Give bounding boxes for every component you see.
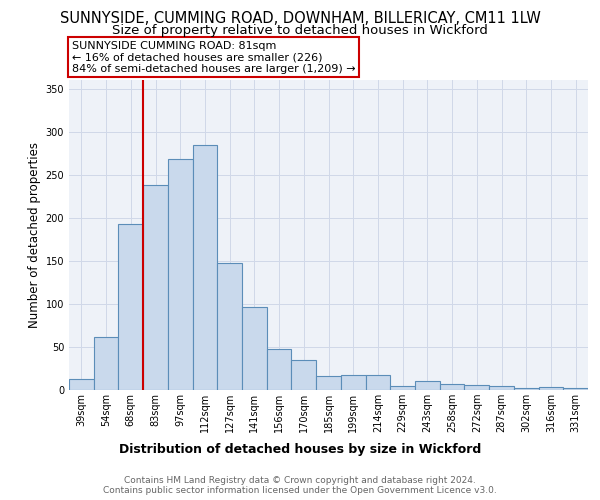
Bar: [94, 336, 118, 390]
Text: Distribution of detached houses by size in Wickford: Distribution of detached houses by size …: [119, 442, 481, 456]
Bar: [514, 388, 539, 390]
Bar: [489, 386, 514, 390]
Bar: [267, 348, 292, 390]
Bar: [217, 262, 242, 390]
Bar: [415, 382, 440, 390]
Text: Contains HM Land Registry data © Crown copyright and database right 2024.
Contai: Contains HM Land Registry data © Crown c…: [103, 476, 497, 495]
Bar: [390, 386, 415, 390]
Bar: [118, 224, 143, 390]
Y-axis label: Number of detached properties: Number of detached properties: [28, 142, 41, 328]
Text: Size of property relative to detached houses in Wickford: Size of property relative to detached ho…: [112, 24, 488, 37]
Bar: [143, 185, 168, 390]
Bar: [168, 159, 193, 390]
Text: SUNNYSIDE CUMMING ROAD: 81sqm
← 16% of detached houses are smaller (226)
84% of : SUNNYSIDE CUMMING ROAD: 81sqm ← 16% of d…: [71, 40, 355, 74]
Bar: [539, 388, 563, 390]
Bar: [316, 376, 341, 390]
Bar: [440, 384, 464, 390]
Bar: [193, 144, 217, 390]
Bar: [464, 385, 489, 390]
Text: SUNNYSIDE, CUMMING ROAD, DOWNHAM, BILLERICAY, CM11 1LW: SUNNYSIDE, CUMMING ROAD, DOWNHAM, BILLER…: [59, 11, 541, 26]
Bar: [292, 360, 316, 390]
Bar: [341, 376, 365, 390]
Bar: [69, 379, 94, 390]
Bar: [242, 308, 267, 390]
Bar: [563, 388, 588, 390]
Bar: [365, 374, 390, 390]
